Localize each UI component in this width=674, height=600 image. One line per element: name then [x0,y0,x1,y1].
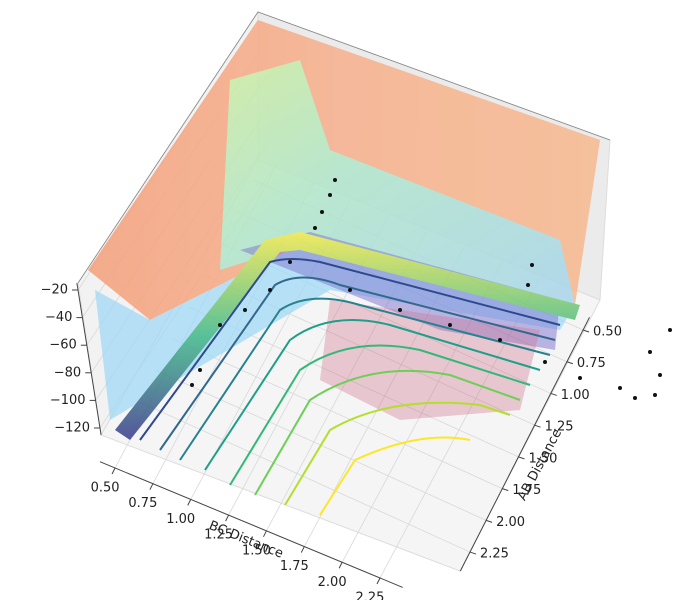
axis-line [76,283,102,435]
y-tick-label: 1.75 [280,559,309,574]
z-tick-label: −40 [45,310,72,325]
y-tick-label: 0.50 [91,480,120,495]
tick-mark [534,424,541,428]
axis-line [459,317,590,572]
axes: 0.50 0.75 1.00 1.25 1.50 1.75 2.00 2.25 0.50 0.75… [41,283,622,600]
tick-mark [485,519,493,523]
tick-mark [187,499,192,506]
tick-mark [550,392,557,396]
surface [88,20,600,440]
tick-mark [502,488,509,492]
z-tick-label: −60 [49,338,76,353]
tick-mark [300,546,305,553]
z-tick-label: −20 [41,283,68,298]
tick-mark [582,329,590,333]
axis-line [99,461,403,588]
contours [139,258,561,516]
tick-mark [566,361,574,365]
x-tick-label: 1.75 [512,483,541,498]
tick-mark [469,551,477,555]
z-tick-label: −80 [54,365,81,380]
y-tick-label: 2.25 [356,590,385,600]
y-tick-label: 1.50 [242,543,271,558]
x-tick-label: 1.50 [528,451,557,466]
z-tick-label: −120 [54,421,90,436]
x-tick-label: 2.25 [480,547,509,562]
grid-line [172,338,503,489]
tick-mark [518,456,525,460]
tick-mark [262,530,267,538]
tick-mark [111,467,116,475]
y-tick-label: 1.25 [204,528,233,543]
tick-mark [376,577,381,585]
y-tick-label: 2.00 [318,575,347,590]
x-tick-label: 0.75 [577,356,606,371]
trajectory [190,178,672,400]
x-tick-label: 0.50 [593,324,622,339]
grid-line [139,401,471,553]
box-edges [77,11,611,284]
y-tick-label: 1.00 [166,512,195,527]
x-tick-label: 2.00 [496,515,525,530]
x-tick-label: 1.00 [561,388,590,403]
y-tick-label: 0.75 [128,496,157,511]
grid-line [379,277,541,579]
tick-mark [338,562,343,569]
x-tick-label: 1.25 [545,420,574,435]
tick-mark [149,483,154,490]
z-tick-label: −100 [50,393,86,408]
tick-mark [225,514,230,522]
